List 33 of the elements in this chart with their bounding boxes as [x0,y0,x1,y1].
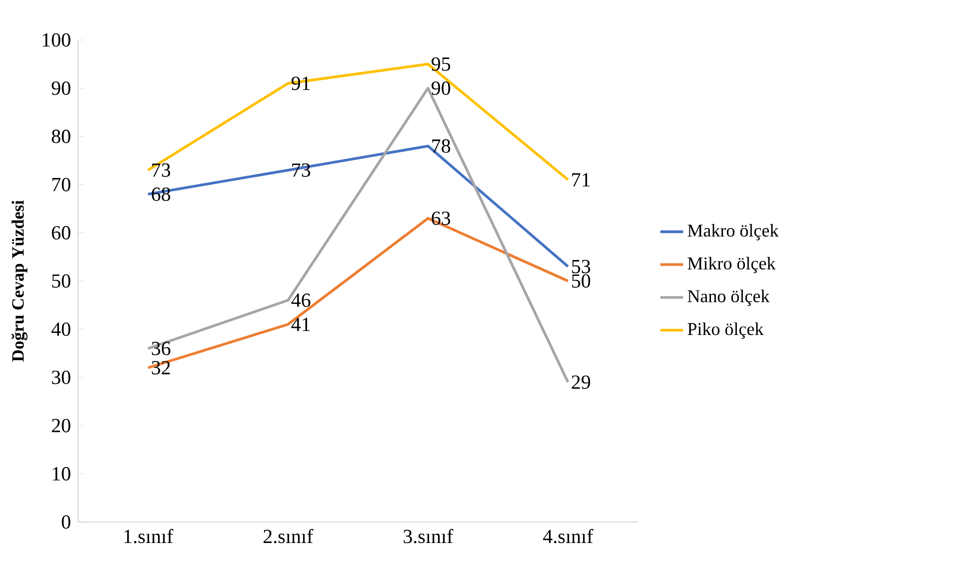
data-label: 29 [572,375,590,389]
y-tick-label: 80 [52,130,70,144]
data-label: 46 [291,294,310,307]
x-tick-label: 4.sınıf [543,528,594,544]
data-label: 32 [152,361,170,374]
data-label: 53 [572,260,590,274]
y-tick-label: 70 [52,178,70,192]
data-label: 36 [152,342,170,356]
y-tick-label: 20 [52,418,70,432]
legend-label: Mikro ölçek [688,256,776,274]
data-label: 95 [432,57,450,71]
data-label: 71 [572,173,590,186]
legend-label: Piko ölçek [688,322,764,339]
y-axis-title: Doğru Cevap Yüzdesi [11,200,28,362]
y-tick-label: 90 [52,81,70,95]
data-label: 90 [432,81,450,95]
y-tick-label: 0 [62,515,70,529]
x-tick-label: 3.sınıf [404,528,454,544]
data-label: 78 [432,139,450,153]
x-tick-label: 1.sınıf [124,528,174,544]
data-label: 50 [572,274,590,288]
y-tick-label: 100 [42,33,70,47]
data-label: 41 [291,318,310,331]
data-label: 73 [152,163,170,177]
y-tick-label: 10 [52,467,70,481]
data-label: 63 [432,212,450,226]
x-tick-label: 2.sınıf [264,528,314,544]
y-tick-label: 40 [51,322,70,336]
y-tick-label: 30 [52,370,70,384]
y-tick-label: 50 [52,274,70,288]
legend-label: Makro ölçek [688,224,779,240]
y-tick-label: 60 [52,226,70,240]
legend-label: Nano ölçek [688,290,770,306]
